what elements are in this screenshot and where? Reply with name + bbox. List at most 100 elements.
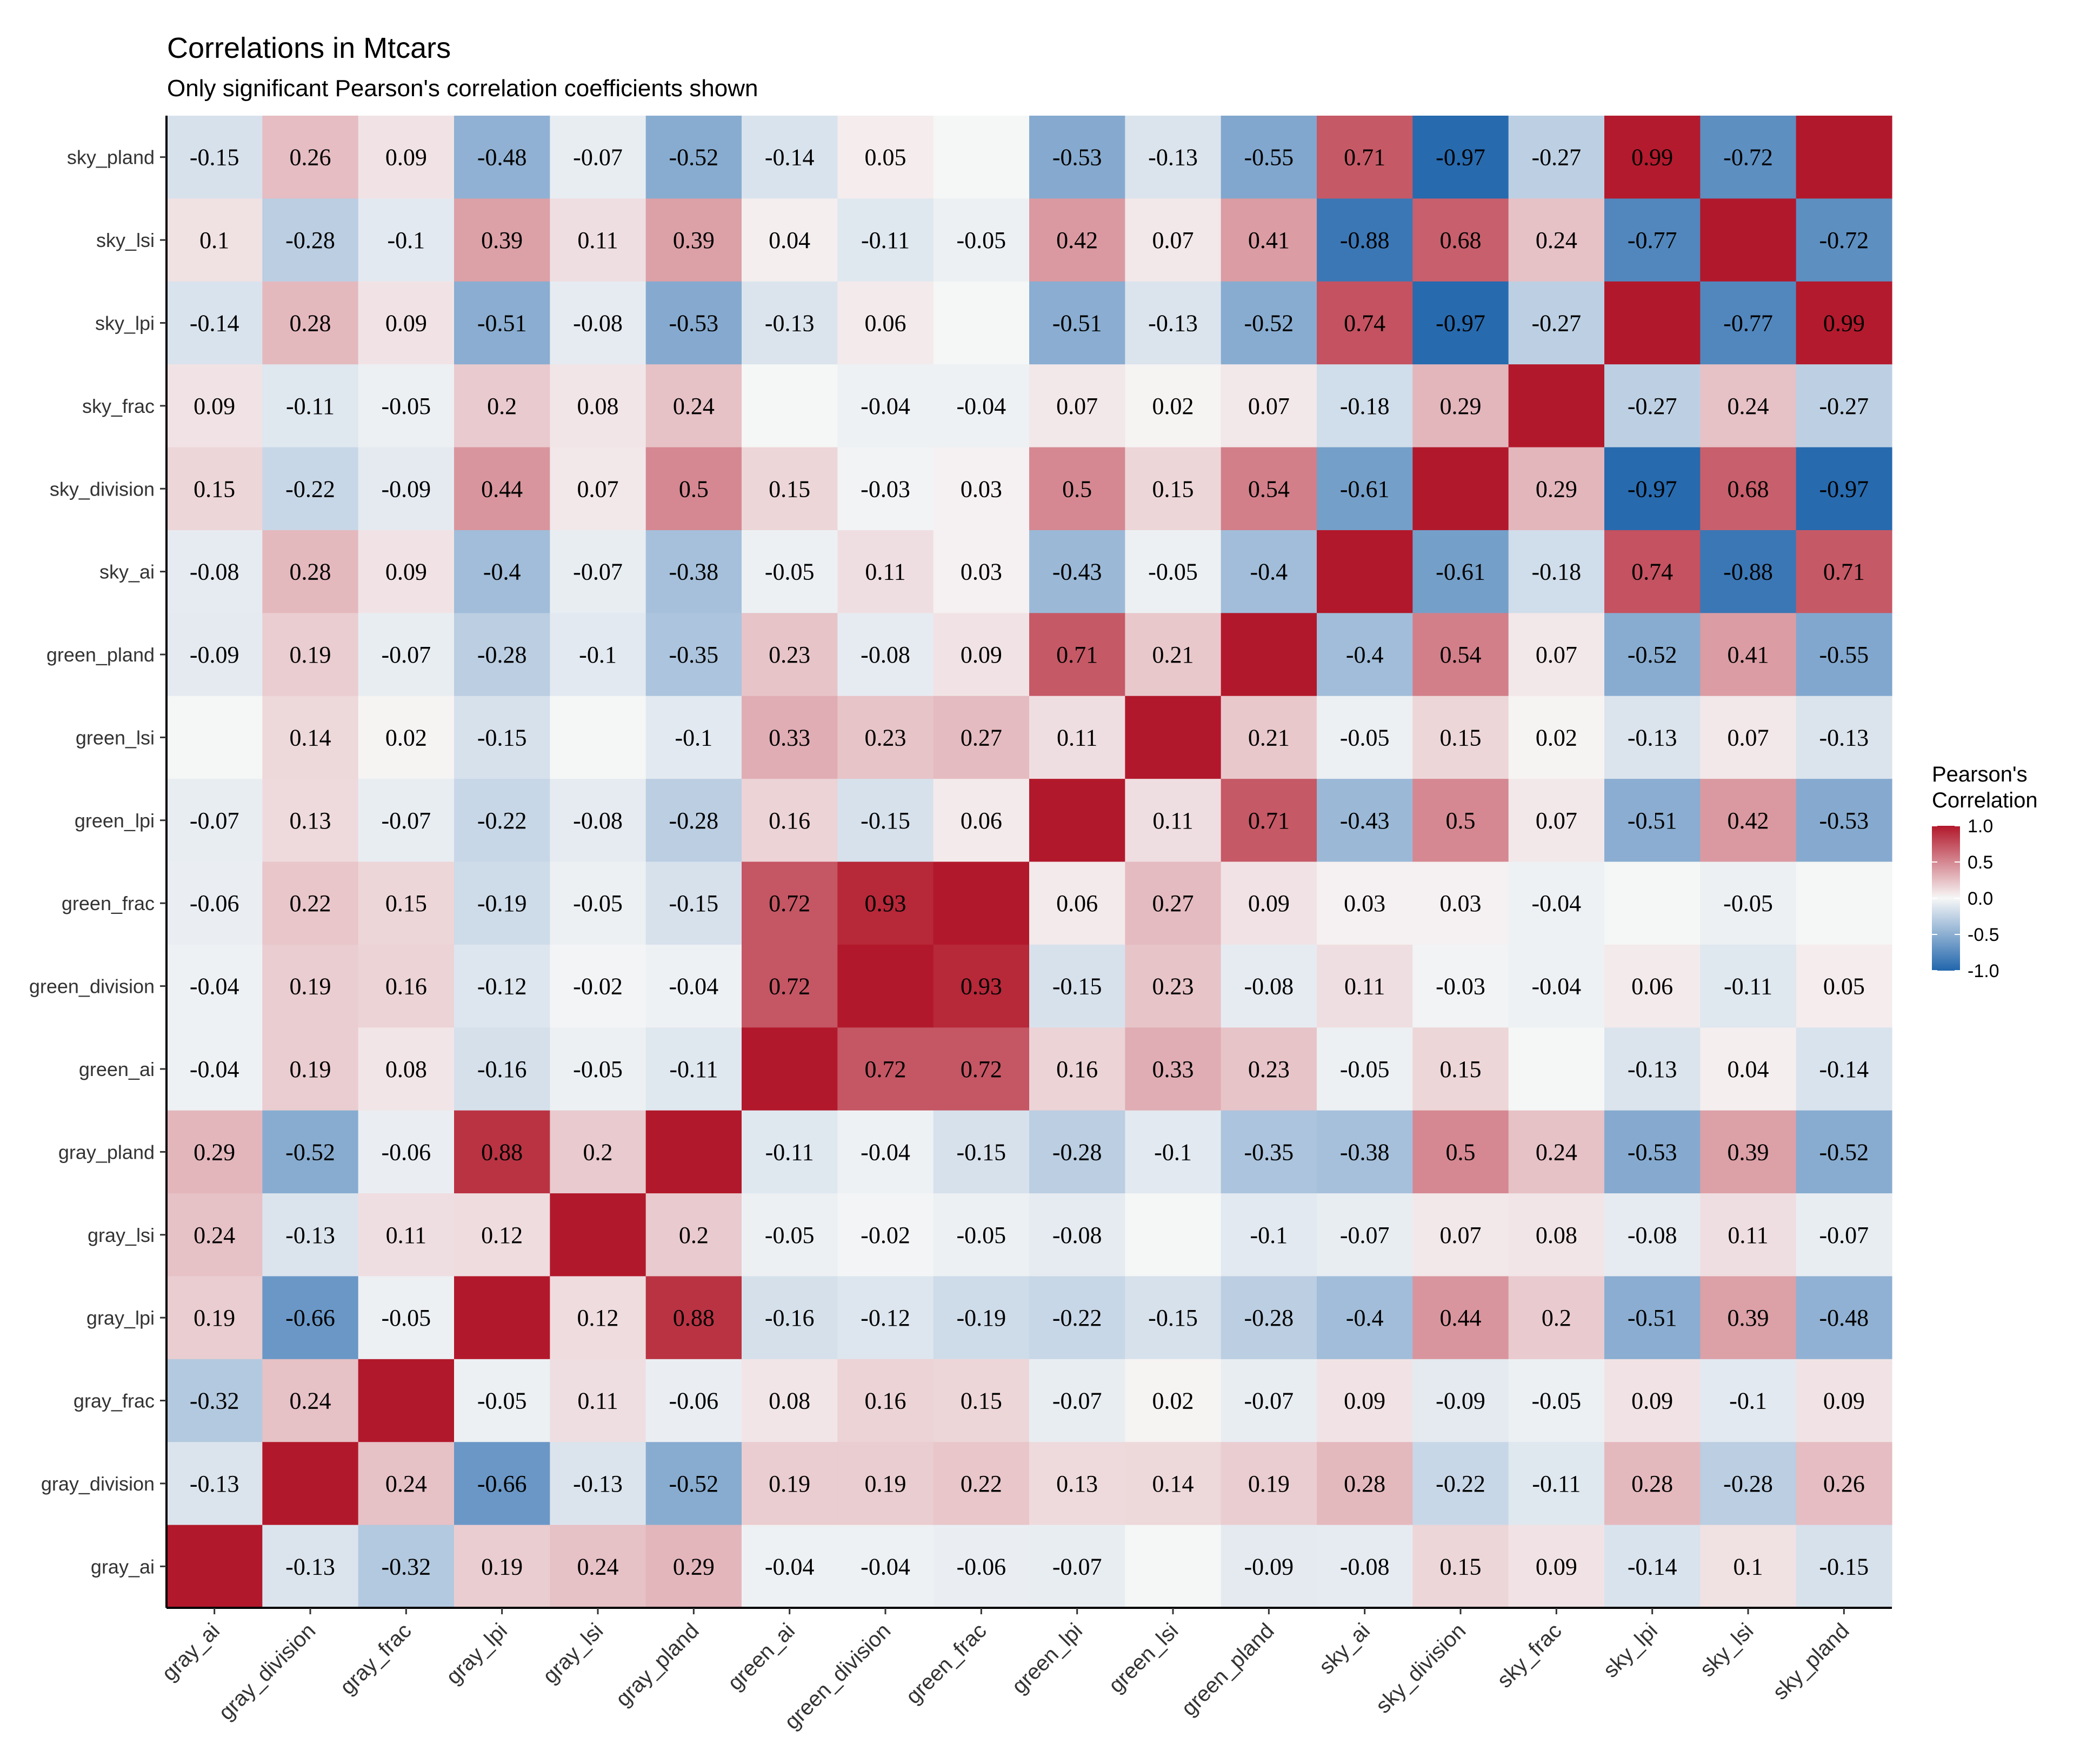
heatmap-cell <box>1317 1525 1413 1608</box>
heatmap-cell <box>454 447 550 531</box>
heatmap-cell <box>837 1193 934 1277</box>
heatmap-cell <box>645 1276 742 1360</box>
heatmap-cell <box>1125 1193 1222 1277</box>
cell-value-label: -0.53 <box>1052 144 1102 171</box>
cell-value-label: -0.97 <box>1436 144 1485 171</box>
heatmap-cell <box>742 1359 838 1442</box>
heatmap-cell <box>1508 281 1605 365</box>
heatmap-cell <box>1221 530 1317 613</box>
heatmap-cell <box>1604 1359 1701 1442</box>
heatmap-cell <box>1700 1110 1797 1194</box>
cell-value-label: 0.5 <box>679 476 709 502</box>
cell-value-label: 0.07 <box>1728 724 1769 751</box>
cell-value-label: 0.07 <box>1248 393 1290 419</box>
heatmap-cell <box>1796 447 1892 531</box>
heatmap-cell <box>1796 530 1892 613</box>
heatmap-cell <box>550 944 646 1028</box>
heatmap-cell <box>645 1525 742 1608</box>
heatmap-cell <box>1796 1193 1892 1277</box>
cell-value-label: -0.09 <box>190 642 239 668</box>
heatmap-cell <box>1508 944 1605 1028</box>
heatmap-cell <box>1317 198 1413 282</box>
cell-value-label: 0.11 <box>577 227 618 253</box>
cell-value-label: 0.93 <box>961 973 1002 1000</box>
cell-value-label: -0.07 <box>1244 1388 1294 1414</box>
heatmap-cell <box>1508 530 1605 613</box>
heatmap-cell <box>1508 1276 1605 1360</box>
cell-value-label: 0.2 <box>679 1222 709 1248</box>
heatmap-cell <box>1796 1110 1892 1194</box>
cell-value-label: -0.18 <box>1532 559 1582 585</box>
cell-value-label: -0.1 <box>675 724 713 751</box>
cell-value-label: 0.24 <box>577 1553 619 1580</box>
heatmap-cells <box>166 116 1892 1608</box>
cell-value-label: 0.29 <box>1536 476 1577 502</box>
cell-value-label: 0.27 <box>961 724 1002 751</box>
heatmap-cell <box>645 530 742 613</box>
heatmap-cell <box>1796 861 1892 945</box>
cell-value-label: 0.27 <box>1152 890 1194 917</box>
cell-value-label: -0.66 <box>285 1305 335 1331</box>
cell-value-label: 0.29 <box>1440 393 1482 419</box>
cell-value-label: 0.11 <box>1344 973 1385 1000</box>
cell-value-label: -0.13 <box>765 310 815 336</box>
cell-value-label: 0.15 <box>194 476 235 502</box>
heatmap-cell <box>166 530 263 613</box>
heatmap-cell <box>262 1193 359 1277</box>
cell-value-label: -0.05 <box>765 559 815 585</box>
cell-value-label: -0.07 <box>382 642 431 668</box>
cell-value-label: 0.09 <box>1823 1388 1865 1414</box>
cell-value-label: -0.07 <box>382 807 431 834</box>
heatmap-cell <box>166 1110 263 1194</box>
heatmap-cell <box>1029 1276 1125 1360</box>
heatmap-cell <box>1029 944 1125 1028</box>
cell-value-label: 0.16 <box>865 1388 906 1414</box>
cell-value-label: 0.74 <box>1631 559 1673 585</box>
cell-value-label: -0.1 <box>388 227 425 253</box>
cell-value-label: -0.52 <box>1628 642 1677 668</box>
heatmap-cell <box>262 281 359 365</box>
heatmap-cell <box>1700 779 1797 863</box>
heatmap-cell <box>454 530 550 613</box>
cell-value-label: 0.26 <box>1823 1471 1865 1497</box>
cell-value-label: 0.11 <box>1152 807 1193 834</box>
cell-value-label: -0.35 <box>1244 1139 1294 1165</box>
cell-value-label: -0.05 <box>957 1222 1006 1248</box>
y-tick-label: sky_division <box>50 478 155 500</box>
heatmap-cell <box>1412 1359 1509 1442</box>
heatmap-cell <box>1029 364 1125 448</box>
cell-value-label: -0.27 <box>1532 144 1582 171</box>
heatmap-cell <box>1796 779 1892 863</box>
cell-value-label: -0.05 <box>1340 1056 1390 1083</box>
cell-value-label: 0.09 <box>385 559 427 585</box>
heatmap-cell <box>645 364 742 448</box>
cell-value-label: -0.51 <box>1628 807 1677 834</box>
heatmap-cell <box>1412 281 1509 365</box>
heatmap-cell <box>550 198 646 282</box>
heatmap-cell <box>1317 116 1413 199</box>
cell-value-label: -0.05 <box>1148 559 1198 585</box>
heatmap-cell <box>742 447 838 531</box>
heatmap-cell <box>742 281 838 365</box>
cell-value-label: 0.06 <box>865 310 906 336</box>
cell-value-label: -0.14 <box>765 144 815 171</box>
cell-value-label: 0.72 <box>961 1056 1002 1083</box>
heatmap-cell <box>1604 281 1701 365</box>
y-tick-label: sky_pland <box>67 146 155 169</box>
cell-value-label: 0.11 <box>1057 724 1097 751</box>
cell-value-label: -0.1 <box>1154 1139 1192 1165</box>
cell-value-label: 0.16 <box>385 973 427 1000</box>
heatmap-cell <box>1221 696 1317 779</box>
cell-value-label: 0.88 <box>481 1139 523 1165</box>
cell-value-label: -0.12 <box>861 1305 910 1331</box>
heatmap-cell <box>1125 1027 1222 1111</box>
cell-value-label: 0.07 <box>1152 227 1194 253</box>
cell-value-label: -0.06 <box>669 1388 719 1414</box>
cell-value-label: -0.27 <box>1819 393 1869 419</box>
heatmap-cell <box>262 1110 359 1194</box>
cell-value-label: -0.02 <box>861 1222 910 1248</box>
x-tick-label: green_ai <box>723 1619 799 1695</box>
x-tick-label: gray_lpi <box>442 1619 512 1689</box>
heatmap-cell <box>1125 613 1222 697</box>
heatmap-cell <box>1604 1276 1701 1360</box>
